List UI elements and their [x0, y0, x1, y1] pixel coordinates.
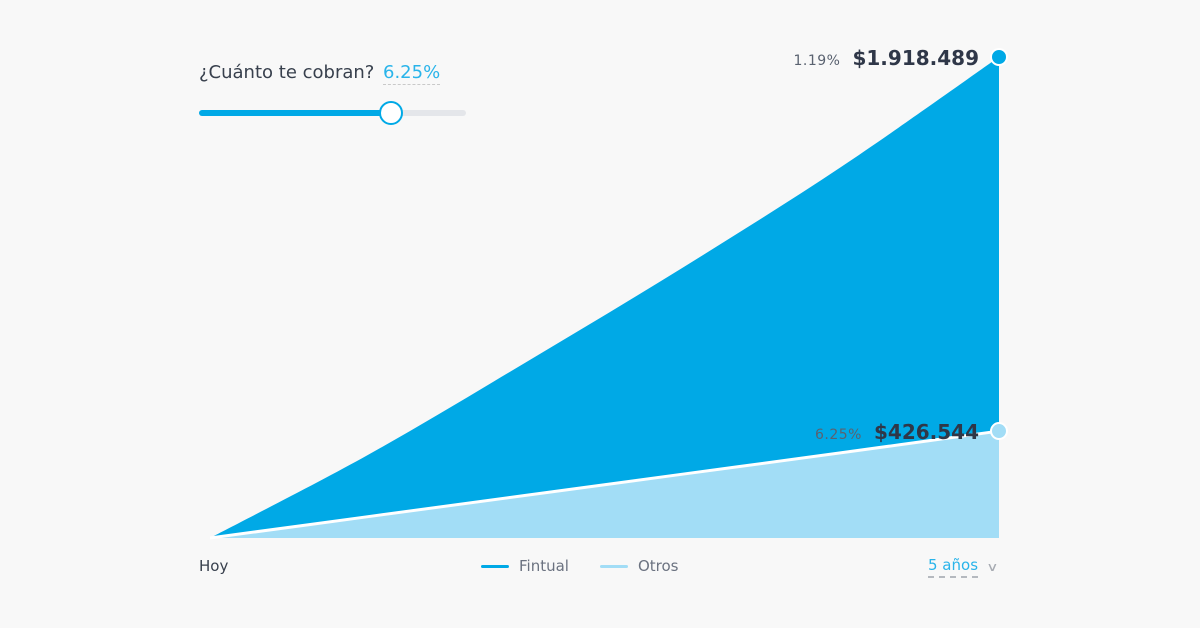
fintual-end-label: 1.19% $1.918.489 — [793, 46, 979, 70]
period-selector[interactable]: 5 años ∨ — [928, 556, 999, 578]
otros-end-label: 6.25% $426.544 — [815, 420, 979, 444]
legend-label-fintual: Fintual — [519, 557, 569, 575]
legend: Fintual Otros — [481, 557, 710, 575]
otros-end-rate: 6.25% — [815, 427, 862, 444]
area-fintual — [210, 57, 999, 538]
rate-question: ¿Cuánto te cobran? — [199, 62, 375, 83]
area-otros — [210, 431, 999, 538]
chevron-down-icon: ∨ — [986, 560, 999, 574]
slider-fill — [199, 110, 392, 116]
x-axis-start-label: Hoy — [199, 557, 229, 575]
end-point-fintual — [990, 48, 1008, 66]
line-otros — [209, 429, 1000, 540]
fee-slider[interactable] — [199, 101, 466, 125]
legend-item-otros: Otros — [599, 557, 679, 575]
fintual-end-value: $1.918.489 — [852, 46, 979, 70]
legend-item-fintual: Fintual — [481, 557, 569, 575]
otros-end-value: $426.544 — [873, 420, 979, 445]
fintual-end-rate: 1.19% — [793, 53, 841, 69]
rate-value[interactable]: 6.25% — [383, 62, 441, 85]
legend-swatch-fintual — [481, 564, 509, 568]
slider-thumb[interactable] — [379, 101, 404, 125]
legend-label-otros: Otros — [637, 557, 679, 575]
end-point-otros — [990, 422, 1008, 441]
period-label: 5 años — [928, 556, 979, 578]
legend-swatch-otros — [599, 564, 628, 568]
